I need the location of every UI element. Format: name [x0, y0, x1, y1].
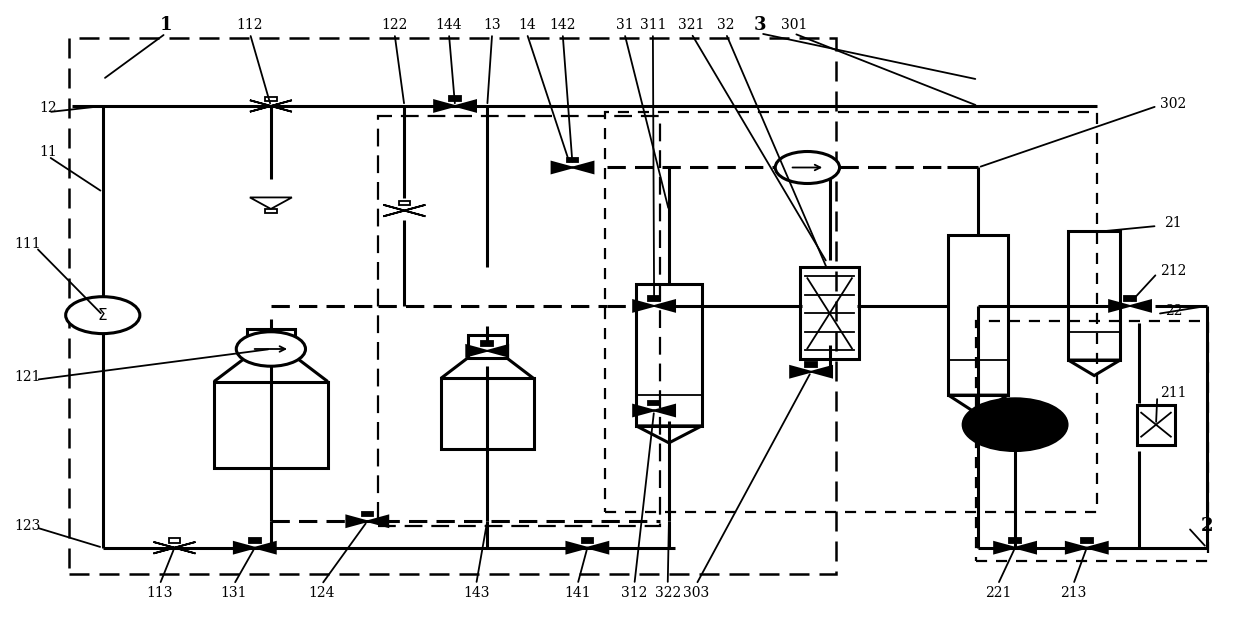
Bar: [265, 96, 276, 101]
Text: 11: 11: [40, 145, 57, 159]
Bar: [805, 362, 817, 366]
Bar: [1010, 538, 1021, 543]
Bar: [648, 296, 660, 301]
Text: 31: 31: [616, 18, 633, 32]
Polygon shape: [551, 162, 593, 173]
Bar: [249, 538, 260, 543]
Bar: [169, 538, 180, 543]
Text: 3: 3: [755, 16, 767, 34]
Polygon shape: [633, 300, 675, 311]
Bar: [1080, 538, 1093, 543]
Text: 111: 111: [14, 237, 41, 252]
Text: 221: 221: [985, 586, 1011, 600]
Text: $\Sigma$: $\Sigma$: [98, 307, 108, 323]
Circle shape: [776, 151, 840, 184]
Text: 124: 124: [309, 586, 335, 600]
Text: 321: 321: [678, 18, 705, 32]
Polygon shape: [346, 515, 388, 527]
Bar: [214, 381, 328, 468]
Polygon shape: [1109, 300, 1151, 311]
Bar: [247, 329, 295, 357]
Text: 144: 144: [436, 18, 462, 32]
Text: 212: 212: [1160, 264, 1187, 278]
Circle shape: [963, 399, 1067, 451]
Text: 112: 112: [237, 18, 263, 32]
Text: 2: 2: [1201, 517, 1213, 535]
Text: 302: 302: [1160, 97, 1187, 111]
Bar: [441, 378, 534, 449]
Text: 141: 141: [564, 586, 591, 600]
Bar: [362, 512, 373, 516]
Text: 211: 211: [1160, 386, 1187, 400]
Bar: [468, 335, 507, 358]
Bar: [482, 341, 493, 345]
Bar: [648, 400, 660, 405]
Text: 21: 21: [1165, 216, 1182, 230]
Bar: [1068, 231, 1120, 360]
Text: 1: 1: [160, 16, 172, 34]
Polygon shape: [1066, 542, 1108, 554]
Text: 113: 113: [146, 586, 173, 600]
Text: 32: 32: [717, 18, 735, 32]
Bar: [1124, 296, 1136, 301]
Bar: [399, 201, 410, 205]
Polygon shape: [566, 542, 608, 554]
Polygon shape: [994, 542, 1036, 554]
Text: 312: 312: [621, 586, 648, 600]
Bar: [265, 209, 276, 213]
Text: 311: 311: [639, 18, 667, 32]
Text: 142: 142: [549, 18, 576, 32]
Text: 303: 303: [683, 586, 709, 600]
Text: 123: 123: [14, 519, 41, 533]
Polygon shape: [790, 366, 833, 378]
Bar: [69, 38, 836, 574]
Bar: [581, 538, 593, 543]
Bar: [1137, 405, 1175, 445]
Text: 213: 213: [1061, 586, 1087, 600]
Bar: [948, 235, 1007, 395]
Bar: [566, 158, 579, 163]
Bar: [975, 321, 1208, 561]
Text: 143: 143: [463, 586, 489, 600]
Circle shape: [237, 332, 306, 366]
Bar: [378, 116, 660, 525]
Text: 301: 301: [781, 18, 807, 32]
Text: 121: 121: [14, 370, 41, 384]
Text: 12: 12: [40, 101, 57, 115]
Text: 14: 14: [518, 18, 535, 32]
Bar: [605, 112, 1097, 512]
Text: 322: 322: [654, 586, 681, 600]
Polygon shape: [434, 100, 476, 112]
Polygon shape: [633, 405, 675, 417]
Text: 122: 122: [382, 18, 408, 32]
Polygon shape: [466, 345, 508, 357]
Circle shape: [66, 297, 140, 334]
Text: 131: 131: [221, 586, 247, 600]
Bar: [450, 96, 461, 101]
Bar: [636, 284, 701, 426]
Text: 13: 13: [483, 18, 501, 32]
Text: 22: 22: [1165, 304, 1182, 318]
Polygon shape: [234, 542, 276, 554]
Bar: [800, 267, 860, 360]
